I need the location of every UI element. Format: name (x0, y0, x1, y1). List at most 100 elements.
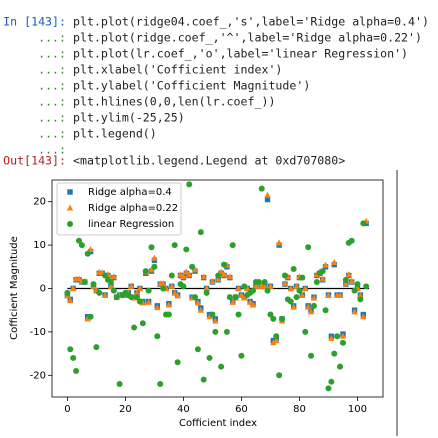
x-tick-label: 0 (64, 404, 70, 415)
circle-marker (67, 221, 73, 227)
circle-marker (357, 296, 364, 303)
circle-marker (287, 298, 294, 305)
x-tick-label: 100 (348, 404, 367, 415)
triangle-marker (290, 303, 297, 310)
y-tick-label: 20 (33, 197, 46, 208)
triangle-marker (197, 306, 205, 313)
circle-marker (255, 278, 262, 285)
circle-marker (93, 344, 100, 351)
triangle-marker (226, 273, 234, 280)
circle-marker (157, 380, 164, 387)
triangle-marker (345, 271, 352, 278)
circle-marker (87, 313, 94, 320)
triangle-marker (84, 315, 91, 322)
circle-marker (136, 298, 143, 305)
circle-marker (200, 376, 207, 383)
triangle-marker (165, 301, 173, 308)
circle-marker (232, 294, 239, 301)
triangle-marker (66, 204, 74, 211)
triangle-marker (322, 261, 329, 268)
triangle-marker (67, 297, 74, 304)
circle-marker (78, 242, 85, 249)
triangle-marker (348, 278, 355, 285)
circle-marker (171, 242, 178, 249)
circle-marker (296, 287, 303, 294)
circle-marker (325, 385, 332, 392)
triangle-marker (273, 337, 280, 344)
y-tick-label: -10 (30, 327, 46, 338)
circle-marker (151, 263, 158, 270)
triangle-marker (183, 268, 190, 275)
circle-marker (154, 333, 161, 340)
x-tick-label: 60 (235, 404, 248, 415)
y-axis-label: Cofficient Magnitude (9, 236, 20, 340)
triangle-marker (238, 291, 245, 298)
circle-marker (206, 354, 213, 361)
triangle-marker (270, 339, 277, 346)
circle-marker (218, 363, 225, 370)
circle-marker (313, 278, 320, 285)
triangle-marker (212, 317, 219, 324)
triangle-marker (249, 301, 257, 308)
triangle-marker (69, 285, 77, 291)
circle-marker (96, 289, 103, 296)
triangle-marker (206, 313, 213, 320)
circle-marker (194, 346, 201, 353)
triangle-marker (159, 280, 167, 287)
triangle-marker (339, 332, 347, 339)
square-marker (67, 189, 73, 195)
triangle-marker (177, 271, 184, 278)
triangle-marker (281, 280, 289, 287)
triangle-marker (75, 275, 83, 282)
code-line: plt.ylim(-25,25) (73, 111, 185, 125)
input-prompt: ...: (38, 95, 66, 109)
triangle-marker (336, 291, 344, 298)
input-prompt: ...: (38, 111, 66, 125)
circle-marker (223, 328, 230, 335)
circle-marker (116, 380, 123, 387)
triangle-marker (203, 285, 210, 291)
circle-marker (238, 352, 245, 359)
code-line: plt.plot(ridge.coef_,'^',label='Ridge al… (73, 31, 422, 45)
code-line: plt.hlines(0,0,len(lr.coef_)) (73, 95, 275, 109)
circle-marker (145, 287, 152, 294)
circle-marker (128, 294, 135, 301)
circle-marker (308, 352, 315, 359)
circle-marker (302, 328, 309, 335)
triangle-marker (310, 294, 318, 301)
square-marker (264, 196, 271, 203)
triangle-marker (168, 282, 176, 289)
circle-marker (334, 333, 341, 340)
output-prompt: Out[143]: (3, 154, 66, 168)
triangle-marker (360, 313, 367, 320)
code-line: plt.legend() (73, 127, 157, 141)
circle-marker (279, 315, 286, 322)
circle-marker (192, 294, 199, 301)
triangle-marker (299, 291, 306, 298)
circle-marker (113, 294, 120, 301)
circle-marker (212, 328, 219, 335)
triangle-marker (107, 282, 115, 289)
circle-marker (339, 339, 346, 346)
circle-marker (264, 287, 271, 294)
input-prompt: ...: (38, 79, 66, 93)
triangle-marker (264, 191, 271, 198)
triangle-marker (357, 291, 364, 298)
triangle-marker (148, 266, 155, 273)
circle-marker (363, 283, 370, 290)
triangle-marker (287, 285, 294, 291)
triangle-marker (174, 292, 181, 299)
circle-marker (328, 378, 335, 385)
circle-marker (229, 242, 236, 249)
circle-marker (174, 359, 181, 366)
triangle-marker (331, 258, 338, 265)
circle-marker (267, 311, 274, 318)
triangle-marker (342, 280, 350, 287)
input-prompt: ...: (38, 143, 66, 157)
circle-marker (148, 244, 155, 251)
circle-marker (160, 285, 167, 292)
circle-marker (250, 287, 257, 294)
circle-marker (209, 311, 216, 318)
circle-marker (189, 263, 196, 270)
